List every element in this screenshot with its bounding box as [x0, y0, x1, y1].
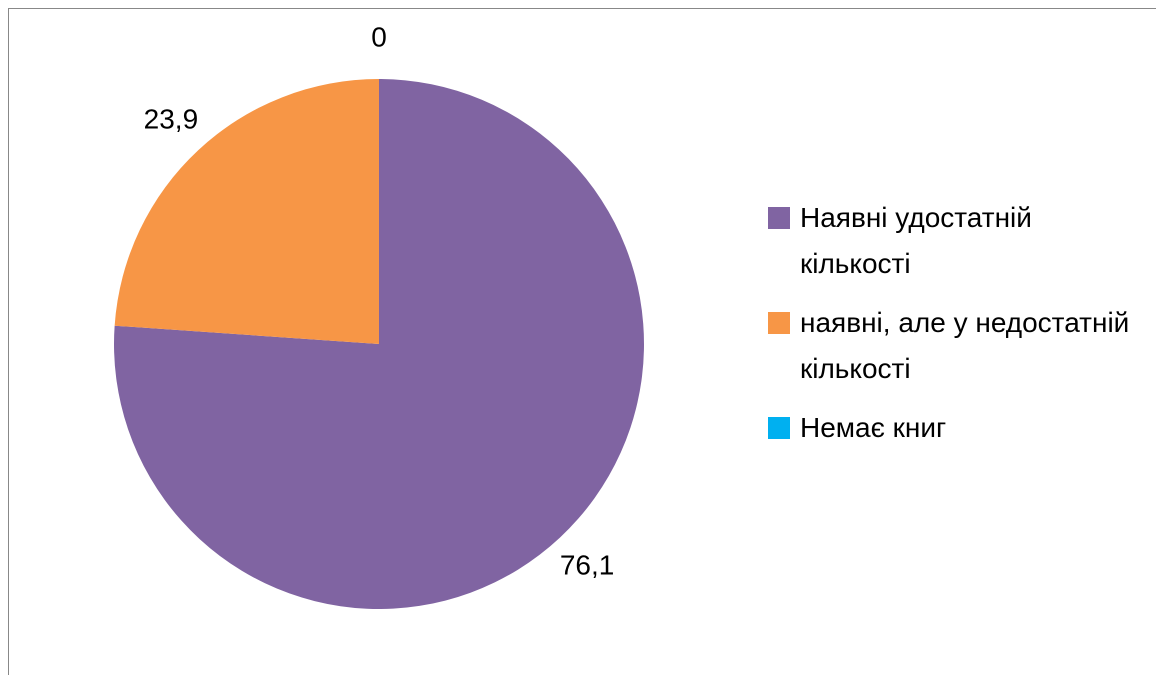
- legend-label: Немає книг: [800, 412, 947, 443]
- data-label: 0: [371, 21, 387, 52]
- frame: [8, 8, 1156, 675]
- legend-swatch: [768, 417, 790, 439]
- legend-item: Немає книг: [768, 405, 1148, 451]
- legend-swatch: [768, 207, 790, 229]
- legend-item: наявні, але у недостатній кількості: [768, 300, 1148, 392]
- data-label: 23,9: [144, 103, 199, 134]
- legend: Наявні удостатній кількості наявні, але у…: [768, 195, 1148, 464]
- legend-swatch: [768, 312, 790, 334]
- legend-item: Наявні удостатній кількості: [768, 195, 1148, 287]
- legend-label: наявні, але у недостатній кількості: [800, 307, 1130, 384]
- legend-label: Наявні удостатній кількості: [800, 202, 1032, 279]
- data-label: 76,1: [560, 549, 615, 580]
- pie-slice: [114, 79, 379, 344]
